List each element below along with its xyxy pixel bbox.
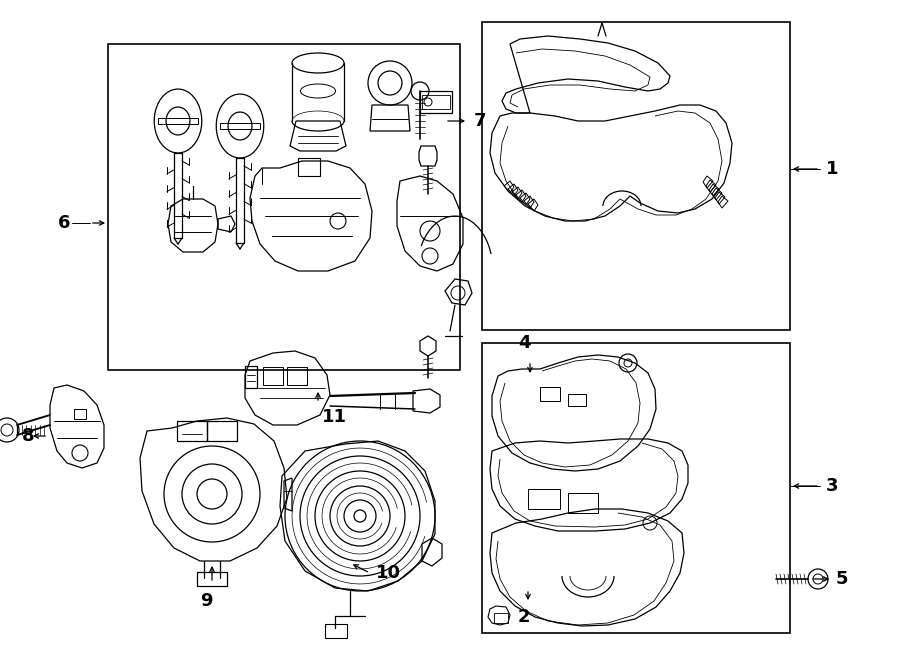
Bar — [158, 118, 198, 124]
Bar — [420, 91, 452, 113]
Bar — [207, 421, 237, 441]
Bar — [177, 421, 207, 441]
Bar — [263, 367, 283, 385]
Text: 11: 11 — [322, 408, 347, 426]
Bar — [245, 366, 257, 388]
Bar — [325, 624, 347, 638]
Bar — [482, 343, 790, 633]
Text: 5: 5 — [836, 570, 849, 588]
Text: 7: 7 — [474, 112, 487, 130]
Bar — [298, 158, 320, 176]
Text: 4: 4 — [518, 334, 530, 352]
Text: 1: 1 — [826, 160, 839, 178]
Text: 3: 3 — [826, 477, 839, 495]
Bar — [528, 489, 560, 509]
Bar — [287, 367, 307, 385]
Text: 8: 8 — [22, 427, 34, 445]
Bar — [74, 409, 86, 419]
Bar — [568, 394, 586, 406]
Bar — [220, 123, 260, 129]
Text: 9: 9 — [200, 592, 212, 610]
Bar — [108, 44, 460, 370]
Bar — [197, 572, 227, 586]
Bar — [568, 493, 598, 513]
Text: 6: 6 — [58, 214, 70, 232]
Bar — [422, 95, 450, 109]
Bar — [482, 22, 790, 330]
Text: 10: 10 — [376, 564, 401, 582]
Text: 2: 2 — [518, 608, 530, 626]
Bar — [540, 387, 560, 401]
Bar — [494, 613, 508, 623]
